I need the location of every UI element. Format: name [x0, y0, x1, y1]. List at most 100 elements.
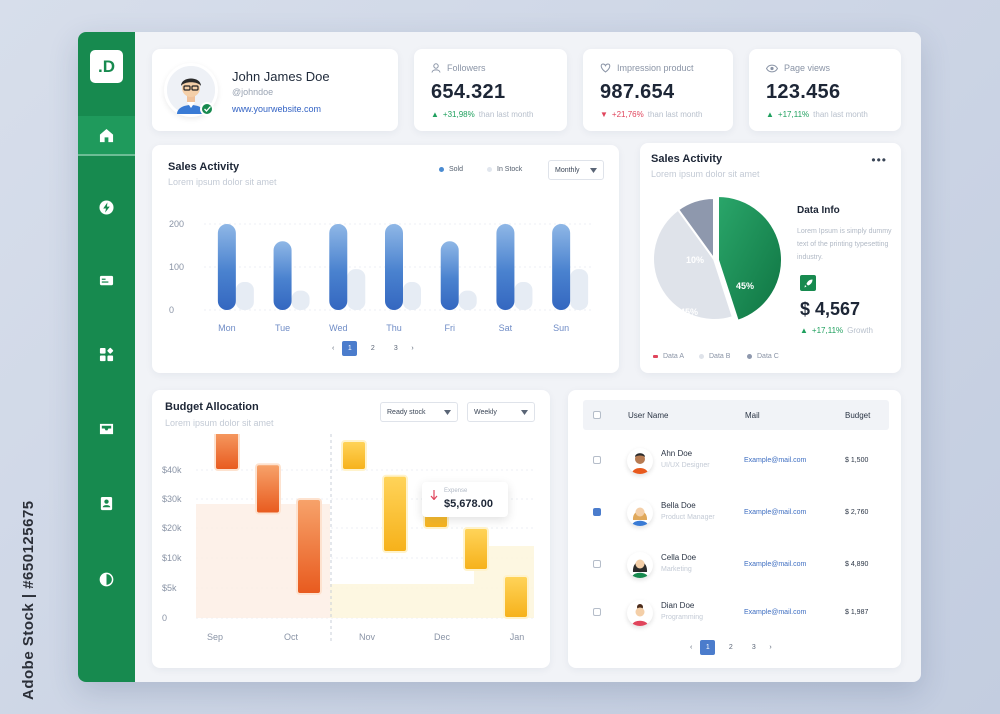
stock-filter-value: Ready stock: [387, 408, 426, 416]
bar-instock: [458, 290, 477, 310]
user-budget: $ 2,760: [845, 509, 869, 516]
person-avatar-icon: [632, 507, 648, 526]
column-header-name[interactable]: User Name: [628, 411, 669, 420]
card-subtitle: Lorem ipsum dolor sit amet: [651, 169, 760, 179]
sidebar-item-widgets[interactable]: [78, 334, 135, 374]
user-name: Bella Doe: [661, 501, 696, 510]
chevron-down-icon: [590, 167, 597, 173]
bar-sold: [273, 241, 292, 310]
data-info-title: Data Info: [797, 205, 840, 216]
dashboard-window: .D: [78, 32, 921, 682]
legend-sold[interactable]: Sold: [439, 166, 463, 173]
table-header: [583, 400, 889, 430]
x-tick-label: Sun: [553, 323, 569, 333]
profile-website[interactable]: www.yourwebsite.com: [232, 104, 322, 114]
sidebar-item-theme[interactable]: [78, 559, 135, 599]
bar-orange: [296, 498, 322, 595]
row-checkbox[interactable]: [593, 508, 601, 516]
period-filter-select[interactable]: Weekly: [467, 402, 535, 422]
y-tick-label: 0: [162, 613, 167, 623]
page-2[interactable]: 2: [728, 644, 733, 651]
row-checkbox[interactable]: [593, 456, 601, 464]
legend-dot-a: [653, 355, 658, 358]
bar-sold: [385, 224, 403, 310]
user-mail[interactable]: Example@mail.com: [744, 457, 807, 464]
person-avatar-icon: [632, 453, 648, 474]
stat-card-pageviews: Page views 123.456 ▲ +17,11% than last m…: [749, 49, 901, 131]
user-icon: [431, 63, 441, 73]
avatar: [627, 600, 653, 626]
user-mail[interactable]: Example@mail.com: [744, 561, 807, 568]
pie-amount: $ 4,567: [800, 299, 861, 319]
x-tick-label: Wed: [329, 323, 347, 333]
column-header-budget[interactable]: Budget: [845, 411, 871, 420]
bar-yellow: [341, 440, 367, 471]
sales-pie-card: Sales Activity Lorem ipsum dolor sit ame…: [640, 143, 901, 373]
inbox-icon: [99, 423, 114, 434]
page-1[interactable]: 1: [700, 640, 716, 655]
x-tick-label: Sep: [207, 632, 223, 642]
logo[interactable]: .D: [90, 50, 123, 83]
theme-toggle-icon: [99, 572, 114, 586]
stock-filter-select[interactable]: Ready stock: [380, 402, 458, 422]
person-avatar-icon: [632, 604, 648, 626]
stat-value: 123.456: [766, 81, 841, 103]
user-mail[interactable]: Example@mail.com: [744, 609, 807, 616]
card-title: Sales Activity: [651, 153, 723, 165]
chevron-left-icon[interactable]: ‹: [332, 345, 335, 352]
watermark: Adobe Stock | #650125675: [6, 470, 37, 710]
budget-allocation-card: Budget Allocation Lorem ipsum dolor sit …: [152, 390, 550, 668]
pie-label-c: 10%: [686, 255, 705, 265]
rocket-icon: [804, 279, 812, 287]
pie-legend-c: Data C: [747, 353, 779, 360]
sidebar-item-activity[interactable]: [78, 187, 135, 227]
heart-icon: [600, 63, 611, 73]
stat-label: Page views: [766, 63, 830, 73]
chevron-right-icon[interactable]: ›: [769, 644, 772, 651]
page-1[interactable]: 1: [342, 341, 358, 356]
sidebar-item-home[interactable]: [78, 116, 135, 156]
x-tick-label: Thu: [386, 323, 402, 333]
y-tick-label: $10k: [162, 553, 182, 563]
user-mail[interactable]: Example@mail.com: [744, 509, 807, 516]
arrow-down-icon: ▼: [600, 110, 608, 119]
sidebar-item-inbox[interactable]: [78, 408, 135, 448]
pie-slice-data-a: [717, 194, 783, 323]
more-options-icon[interactable]: •••: [871, 153, 887, 167]
column-header-mail[interactable]: Mail: [745, 411, 760, 420]
bar-instock: [235, 282, 254, 310]
avatar[interactable]: [164, 63, 218, 117]
select-all-checkbox[interactable]: [593, 411, 601, 419]
bar-orange: [255, 463, 281, 515]
chevron-right-icon[interactable]: ›: [411, 345, 414, 352]
chevron-left-icon[interactable]: ‹: [690, 644, 693, 651]
legend-instock-label: In Stock: [497, 166, 523, 173]
legend-instock[interactable]: In Stock: [487, 166, 522, 173]
legend-dot-sold: [439, 167, 444, 172]
user-budget: $ 4,890: [845, 561, 869, 568]
period-select[interactable]: Monthly: [548, 160, 604, 180]
bar-yellow: [503, 575, 529, 619]
check-icon: [203, 106, 211, 112]
verified-badge: [200, 102, 214, 116]
x-tick-label: Sat: [499, 323, 513, 333]
page-2[interactable]: 2: [370, 345, 375, 352]
pie-growth-change: +17,11%: [811, 326, 844, 335]
stat-change-suffix: than last month: [478, 110, 534, 119]
stat-change-percent: +17,11%: [777, 110, 810, 119]
bar-instock: [347, 269, 366, 310]
sales-pagination: ‹ 1 2 3 ›: [332, 341, 414, 356]
page-3[interactable]: 3: [751, 644, 756, 651]
watermark-text: Adobe Stock | #650125675: [20, 500, 37, 700]
row-checkbox[interactable]: [593, 560, 601, 568]
page-3[interactable]: 3: [393, 345, 398, 352]
legend-dot-instock: [487, 167, 492, 172]
sidebar-item-cards[interactable]: [78, 260, 135, 300]
sidebar-item-contacts[interactable]: [78, 483, 135, 523]
y-tick-label: $20k: [162, 523, 182, 533]
user-budget: $ 1,500: [845, 457, 869, 464]
row-checkbox[interactable]: [593, 608, 601, 616]
person-avatar-icon: [632, 559, 648, 578]
y-tick-label: 200: [169, 219, 184, 229]
arrow-down-icon: [430, 490, 438, 500]
